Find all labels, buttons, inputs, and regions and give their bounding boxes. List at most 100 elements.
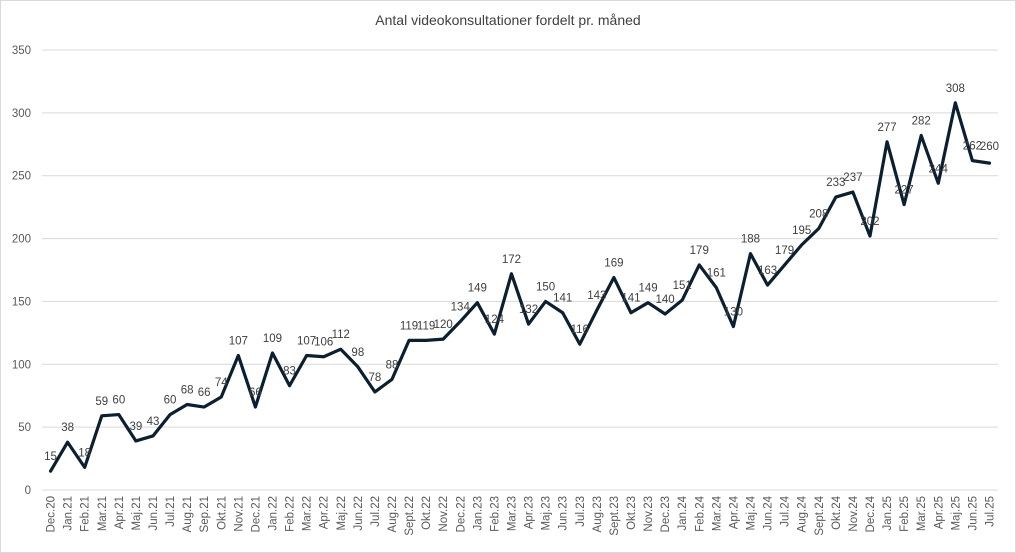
x-tick-label: Mar.23	[506, 496, 518, 531]
data-label: 120	[434, 319, 453, 331]
data-label: 179	[775, 245, 794, 257]
x-tick-label: Maj.23	[541, 496, 553, 531]
data-label: 68	[181, 385, 194, 397]
data-label: 227	[895, 185, 914, 197]
x-tick-label: Nov.21	[233, 496, 245, 532]
data-label: 109	[263, 333, 282, 345]
x-tick-label: Aug.21	[182, 496, 194, 532]
x-tick-label: Mar.24	[711, 495, 723, 531]
data-label: 60	[112, 395, 125, 407]
data-label: 83	[283, 366, 296, 378]
x-tick-label: Sept.24	[814, 495, 826, 535]
x-tick-label: Jan.23	[472, 496, 484, 531]
data-label: 107	[297, 335, 316, 347]
x-tick-label: Jun.23	[558, 496, 570, 531]
x-tick-label: Mar.21	[97, 496, 109, 531]
data-label: 98	[351, 347, 364, 359]
data-label: 149	[468, 283, 487, 295]
y-tick-label: 350	[12, 45, 31, 57]
data-label: 151	[673, 280, 692, 292]
x-tick-label: Jul.23	[575, 496, 587, 527]
data-label: 161	[707, 268, 726, 280]
data-label: 163	[758, 265, 777, 277]
data-label: 106	[314, 337, 333, 349]
data-label: 179	[690, 245, 709, 257]
y-tick-label: 300	[12, 108, 31, 120]
x-tick-label: Feb.25	[899, 496, 911, 532]
y-tick-label: 250	[12, 171, 31, 183]
data-label: 78	[368, 372, 381, 384]
data-label: 130	[724, 307, 743, 319]
series-line	[48, 101, 992, 473]
x-tick-label: Jan.21	[63, 496, 75, 531]
x-tick-label: Jul.24	[780, 495, 792, 526]
data-label: 132	[519, 304, 538, 316]
x-tick-label: Apr.22	[319, 496, 331, 529]
chart-title: Antal videokonsultationer fordelt pr. må…	[375, 12, 641, 28]
x-tick-label: Aug.23	[592, 496, 604, 532]
data-label: 149	[638, 283, 657, 295]
x-tick-label: Nov.23	[643, 496, 655, 532]
data-label: 119	[417, 320, 435, 332]
data-label: 282	[912, 115, 931, 127]
x-tick-label: Jul.22	[370, 496, 382, 527]
x-tick-label: Feb.24	[694, 495, 706, 531]
x-tick-label: Dec.24	[865, 495, 877, 532]
data-label: 233	[826, 177, 845, 189]
x-tick-label: Jun.22	[353, 496, 365, 531]
y-tick-label: 0	[25, 485, 31, 497]
x-tick-label: Mar.22	[302, 496, 314, 531]
x-tick-label: Okt.23	[626, 496, 638, 530]
data-label: 15	[44, 451, 57, 463]
data-label: 260	[980, 141, 999, 153]
data-label: 141	[553, 293, 572, 305]
x-tick-label: Dec.22	[455, 496, 467, 532]
x-tick-label: Dec.21	[250, 496, 262, 532]
data-label: 208	[809, 209, 828, 221]
y-tick-label: 150	[12, 296, 31, 308]
data-label: 202	[860, 216, 879, 228]
x-tick-label: Dec.23	[660, 496, 672, 532]
x-tick-label: Apr.21	[114, 496, 126, 529]
data-label: 237	[843, 172, 862, 184]
data-label: 119	[400, 320, 418, 332]
y-tick-label: 50	[18, 422, 31, 434]
data-label: 74	[215, 377, 228, 389]
data-label: 262	[963, 141, 982, 153]
x-tick-label: Jul.21	[165, 496, 177, 527]
data-label: 39	[129, 421, 142, 433]
x-tick-label: Sept.22	[404, 496, 416, 536]
x-tick-label: Okt.22	[421, 496, 433, 530]
x-tick-label: Apr.23	[524, 496, 536, 529]
x-tick-label: Feb.21	[80, 496, 92, 532]
x-axis-tick-labels: Dec.20 Jan.21 Feb.21 Mar.21 Apr.21 Maj.21 Jun.…	[46, 495, 997, 535]
data-label: 244	[929, 163, 949, 175]
x-tick-label: Jul.25	[984, 496, 996, 527]
data-label: 195	[792, 225, 811, 237]
data-label: 134	[451, 302, 471, 314]
data-label: 66	[198, 387, 211, 399]
data-label: 43	[147, 416, 160, 428]
data-label: 18	[78, 447, 91, 459]
data-label: 143	[587, 290, 606, 302]
x-tick-label: Nov.24	[848, 495, 860, 531]
data-label: 277	[877, 122, 896, 134]
y-tick-label: 200	[12, 234, 31, 246]
data-label: 140	[656, 294, 675, 306]
data-label: 150	[536, 281, 555, 293]
data-label: 38	[61, 422, 74, 434]
x-tick-label: Aug.22	[387, 496, 399, 532]
y-tick-label: 100	[12, 359, 31, 371]
data-label: 60	[164, 395, 177, 407]
x-tick-label: Okt.24	[831, 495, 843, 529]
x-tick-label: Feb.23	[489, 496, 501, 532]
data-label: 88	[386, 359, 399, 371]
x-tick-label: Apr.25	[933, 496, 945, 529]
x-tick-label: Jan.22	[267, 496, 279, 531]
data-label: 107	[229, 335, 248, 347]
x-tick-label: Jun.21	[148, 496, 160, 531]
x-tick-label: Mar.25	[916, 496, 928, 531]
